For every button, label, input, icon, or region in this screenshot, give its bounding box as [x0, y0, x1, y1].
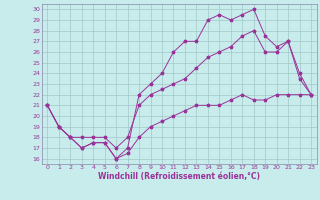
X-axis label: Windchill (Refroidissement éolien,°C): Windchill (Refroidissement éolien,°C)	[98, 172, 260, 181]
